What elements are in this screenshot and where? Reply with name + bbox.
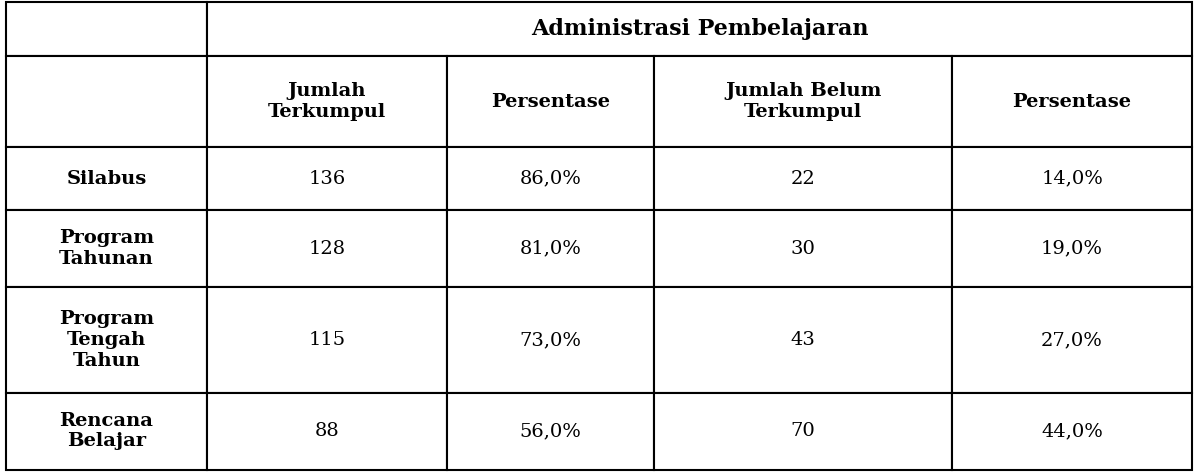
Bar — [654, 393, 952, 470]
Text: 44,0%: 44,0% — [1041, 422, 1103, 440]
Text: 128: 128 — [308, 240, 345, 258]
Bar — [447, 56, 654, 147]
Text: 27,0%: 27,0% — [1041, 331, 1103, 349]
Text: 22: 22 — [791, 170, 816, 188]
Bar — [207, 393, 447, 470]
Bar — [6, 56, 207, 147]
Text: 30: 30 — [791, 240, 816, 258]
Text: Silabus: Silabus — [66, 170, 146, 188]
Bar — [207, 211, 447, 287]
Text: 19,0%: 19,0% — [1041, 240, 1103, 258]
Bar — [654, 287, 952, 393]
Text: 14,0%: 14,0% — [1041, 170, 1103, 188]
Bar — [447, 393, 654, 470]
Text: Administrasi Pembelajaran: Administrasi Pembelajaran — [531, 18, 869, 40]
Bar — [654, 147, 952, 211]
Bar — [952, 56, 1192, 147]
Bar — [6, 147, 207, 211]
Bar — [952, 211, 1192, 287]
Text: 43: 43 — [791, 331, 816, 349]
Bar — [207, 287, 447, 393]
Bar — [447, 287, 654, 393]
Text: 115: 115 — [308, 331, 345, 349]
Text: Rencana
Belajar: Rencana Belajar — [60, 412, 153, 450]
Text: 70: 70 — [791, 422, 816, 440]
Text: 88: 88 — [314, 422, 339, 440]
Text: 86,0%: 86,0% — [520, 170, 581, 188]
Bar — [447, 147, 654, 211]
Bar — [6, 2, 207, 56]
Bar — [207, 56, 447, 147]
Bar — [654, 56, 952, 147]
Bar — [952, 287, 1192, 393]
Text: 81,0%: 81,0% — [520, 240, 581, 258]
Text: Program
Tengah
Tahun: Program Tengah Tahun — [59, 310, 155, 370]
Bar — [952, 147, 1192, 211]
Text: 73,0%: 73,0% — [520, 331, 581, 349]
Bar — [447, 211, 654, 287]
Bar — [207, 2, 1192, 56]
Bar — [6, 211, 207, 287]
Text: Program
Tahunan: Program Tahunan — [59, 229, 155, 268]
Bar — [6, 393, 207, 470]
Text: Persentase: Persentase — [491, 93, 610, 110]
Text: Jumlah
Terkumpul: Jumlah Terkumpul — [267, 82, 386, 121]
Bar — [207, 147, 447, 211]
Bar — [952, 393, 1192, 470]
Bar — [654, 211, 952, 287]
Text: Persentase: Persentase — [1012, 93, 1132, 110]
Text: 136: 136 — [308, 170, 345, 188]
Text: Jumlah Belum
Terkumpul: Jumlah Belum Terkumpul — [725, 82, 882, 121]
Text: 56,0%: 56,0% — [520, 422, 581, 440]
Bar — [6, 287, 207, 393]
